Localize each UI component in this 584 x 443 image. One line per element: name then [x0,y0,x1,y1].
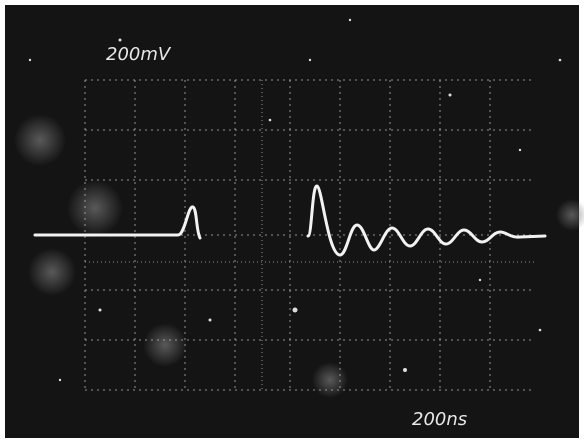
horizontal-scale-label: 200ns [412,409,467,430]
trace [33,184,547,257]
glare [14,114,584,398]
graticule [84,79,535,391]
specks [28,18,562,382]
vertical-scale-label: 200mV [106,44,172,65]
